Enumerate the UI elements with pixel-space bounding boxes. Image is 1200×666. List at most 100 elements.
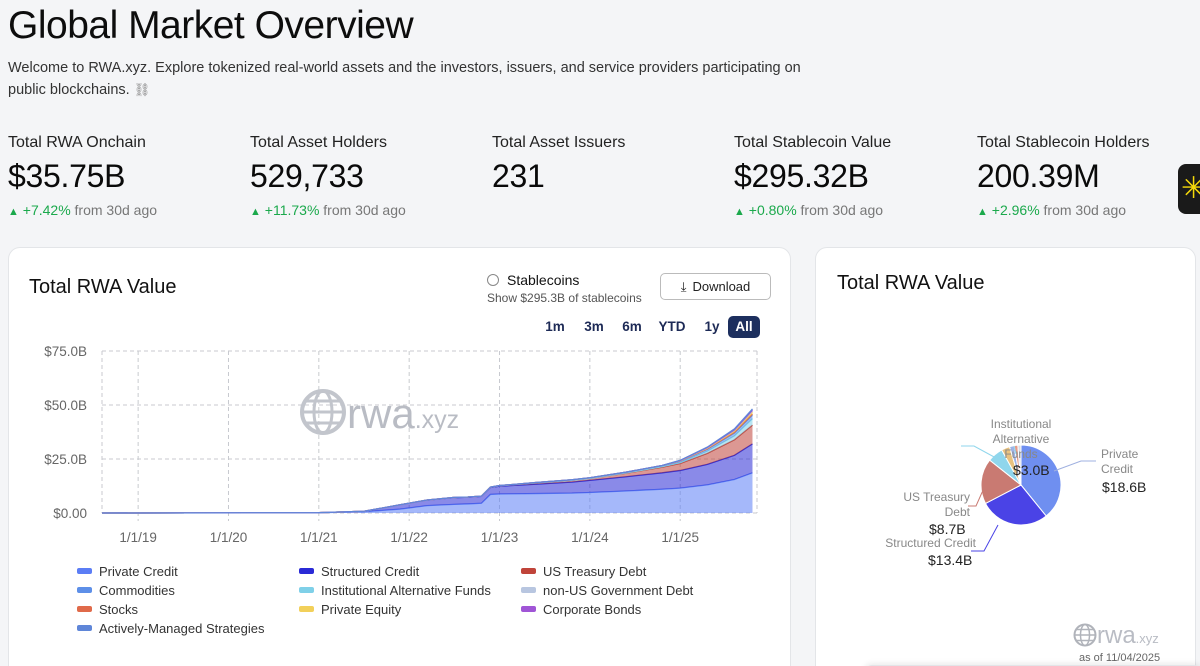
legend-item[interactable]: Structured Credit [299,564,419,579]
download-button[interactable]: ⤓ Download [660,273,771,300]
rwa-value-chart-card: Total RWA Value Stablecoins Show $295.3B… [8,247,791,666]
stat-label: Total Asset Holders [250,134,387,151]
pie-label-structured: Structured Credit [885,536,976,550]
sparkle-widget-icon[interactable]: ✳ [1178,164,1200,214]
stat-asset-holders: Total Asset Holders 529,733 ▲ +11.73% fr… [250,134,480,218]
intro-text: Welcome to RWA.xyz. Explore tokenized re… [8,58,808,101]
legend-item[interactable]: Stocks [77,602,138,617]
intro-text-body: Welcome to RWA.xyz. Explore tokenized re… [8,60,801,98]
stat-delta: ▲ +0.80% from 30d ago [734,202,964,218]
as-of-date: as of 11/04/2025 [1079,652,1161,664]
leader-line-treasury [968,487,985,507]
range-3m[interactable]: 3m [584,319,604,334]
pie-slice-private-credit [1020,444,1062,517]
stat-delta: ▲ +2.96% from 30d ago [977,202,1200,218]
up-arrow-icon: ▲ [734,206,745,218]
watermark-word: rwa [1097,622,1136,649]
pie-chart [961,444,1096,552]
legend-swatch [77,568,92,574]
delta-period: from 30d ago [74,202,158,218]
legend-item[interactable]: Institutional Alternative Funds [299,583,491,598]
pie-label-private: Private Credit [1101,447,1139,476]
watermark-tld: .xyz [1135,631,1159,646]
legend-item[interactable]: US Treasury Debt [521,564,646,579]
legend-swatch [299,568,314,574]
pie-slices [980,444,1062,526]
x-tick-label: 1/1/25 [661,530,699,545]
up-arrow-icon: ▲ [977,206,988,218]
pie-slice-structured-credit [984,484,1047,526]
legend-swatch [299,587,314,593]
up-arrow-icon: ▲ [8,206,19,218]
legend-label: Commodities [99,583,175,598]
range-ytd[interactable]: YTD [658,319,686,334]
leader-line-iaf [1013,445,1017,455]
legend-swatch [77,587,92,593]
y-tick-label: $50.0B [44,398,87,413]
legend-item[interactable]: non-US Government Debt [521,583,693,598]
stat-asset-issuers: Total Asset Issuers 231 [492,134,722,195]
up-arrow-icon: ▲ [250,206,261,218]
delta-period: from 30d ago [1043,202,1127,218]
stat-value: 200.39M [977,158,1100,194]
pie-label-treasury: US Treasury Debt [903,490,970,519]
area-chart: $0.00$25.0B$50.0B$75.0B 1/1/19 1/1/20 1/1/… [44,344,758,545]
x-tick-label: 1/1/23 [481,530,519,545]
stat-label: Total RWA Onchain [8,134,146,151]
stat-delta: ▲ +11.73% from 30d ago [250,202,480,218]
link-chain-icon[interactable]: ⛓ [133,82,151,97]
legend-item[interactable]: Private Credit [77,564,178,579]
download-label: Download [692,279,751,294]
y-tick-label: $0.00 [53,506,87,521]
x-axis: 1/1/19 1/1/20 1/1/21 1/1/22 1/1/23 1/1/24 1/1/… [119,530,699,545]
page-title: Global Market Overview [8,4,414,47]
x-tick-label: 1/1/22 [390,530,428,545]
stat-value: $295.32B [734,158,869,194]
range-6m[interactable]: 6m [622,319,642,334]
legend-label: Actively-Managed Strategies [99,621,265,636]
legend-item[interactable]: Actively-Managed Strategies [77,621,264,636]
legend-label: US Treasury Debt [543,564,647,579]
legend-swatch [299,606,314,612]
legend-item[interactable]: Commodities [77,583,175,598]
x-tick-label: 1/1/21 [300,530,338,545]
leader-line-structured [971,524,999,552]
legend-item[interactable]: Corporate Bonds [521,602,641,617]
stat-label: Total Stablecoin Value [734,134,892,151]
chart-card-title: Total RWA Value [29,276,177,298]
stat-label: Total Stablecoin Holders [977,134,1150,151]
pie-card-title: Total RWA Value [837,272,985,294]
delta-value: +0.80% [748,202,797,218]
legend-swatch [521,587,536,593]
stat-stablecoin-value: Total Stablecoin Value $295.32B ▲ +0.80%… [734,134,964,218]
legend-label: Corporate Bonds [543,602,642,617]
radio-icon[interactable] [487,274,499,286]
legend-swatch [77,625,92,631]
pie-value-private: $18.6B [1102,479,1147,495]
stat-label: Total Asset Issuers [492,134,626,151]
delta-period: from 30d ago [323,202,406,218]
x-tick-label: 1/1/20 [210,530,248,545]
stat-total-rwa: Total RWA Onchain $35.75B ▲ +7.42% from … [8,134,238,218]
pie-value-treasury: $8.7B [929,521,966,537]
legend-label: non-US Government Debt [543,583,694,598]
stablecoins-toggle[interactable]: Stablecoins Show $295.3B of stablecoins [487,272,642,305]
delta-value: +7.42% [22,202,71,218]
legend-swatch [521,568,536,574]
legend-item[interactable]: Private Equity [299,602,401,617]
stablecoins-sub: Show $295.3B of stablecoins [487,291,642,305]
x-tick-label: 1/1/19 [119,530,157,545]
x-tick-label: 1/1/24 [571,530,609,545]
stat-value: 231 [492,158,545,194]
range-all[interactable]: All [728,316,760,338]
area-private-credit [102,472,753,513]
stat-stablecoin-holders: Total Stablecoin Holders 200.39M ▲ +2.96… [977,134,1200,218]
range-1y[interactable]: 1y [704,319,720,334]
pie-slice-other [1017,444,1022,486]
rwa-value-pie-card: Total RWA Value Institutional Alternativ… [815,247,1200,666]
legend-label: Institutional Alternative Funds [321,583,491,598]
download-icon: ⤓ [680,279,687,294]
delta-value: +2.96% [991,202,1040,218]
range-1m[interactable]: 1m [545,319,565,334]
y-axis: $0.00 $25.0B $50.0B $75.0B [44,344,87,521]
